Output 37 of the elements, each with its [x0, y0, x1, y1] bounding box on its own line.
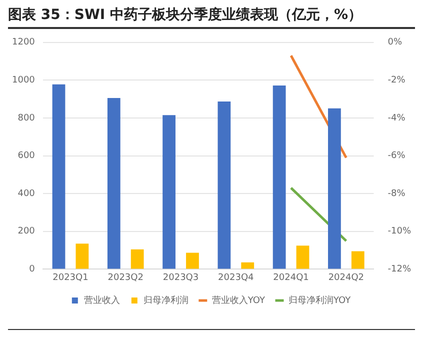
y-tick-label: 400	[18, 188, 36, 199]
y2-tick-label: -4%	[388, 113, 406, 124]
x-tick-label: 2023Q4	[218, 272, 254, 283]
y2-tick-label: -8%	[388, 188, 406, 199]
bar	[328, 108, 341, 269]
bar	[272, 85, 286, 269]
bar	[76, 244, 89, 269]
x-tick-label: 2023Q1	[52, 272, 88, 283]
y2-tick-label: -10%	[388, 226, 412, 237]
bar	[351, 251, 364, 269]
x-tick-label: 2023Q2	[108, 272, 144, 283]
y2-tick-label: 0%	[388, 38, 402, 48]
bar	[52, 84, 66, 269]
bar	[130, 249, 144, 269]
y-tick-label: 200	[18, 226, 36, 237]
y2-tick-label: -6%	[388, 151, 406, 162]
y-tick-label: 600	[18, 151, 36, 162]
bar	[241, 262, 254, 269]
x-tick-label: 2023Q3	[162, 272, 199, 283]
y-tick-label: 1000	[12, 76, 36, 86]
x-tick-label: 2024Q1	[273, 272, 309, 283]
bar	[186, 252, 199, 269]
legend-label: 营业收入	[84, 294, 120, 306]
bar	[162, 115, 176, 269]
y-tick-label: 0	[29, 264, 36, 275]
legend-label: 营业收入YOY	[212, 294, 266, 306]
legend-label: 归母净利润	[143, 294, 188, 306]
y2-tick-label: -2%	[388, 76, 406, 86]
bar	[296, 246, 310, 269]
x-tick-label: 2024Q2	[328, 272, 364, 283]
y2-tick-label: -12%	[388, 264, 412, 275]
chart-title: 图表 35：SWI 中药子板块分季度业绩表现（亿元，%）	[8, 6, 415, 29]
bar	[107, 98, 120, 269]
y-tick-label: 1200	[12, 38, 36, 48]
bar	[218, 102, 231, 269]
legend-label: 归母净利润YOY	[288, 294, 352, 306]
y-tick-label: 800	[18, 113, 36, 124]
